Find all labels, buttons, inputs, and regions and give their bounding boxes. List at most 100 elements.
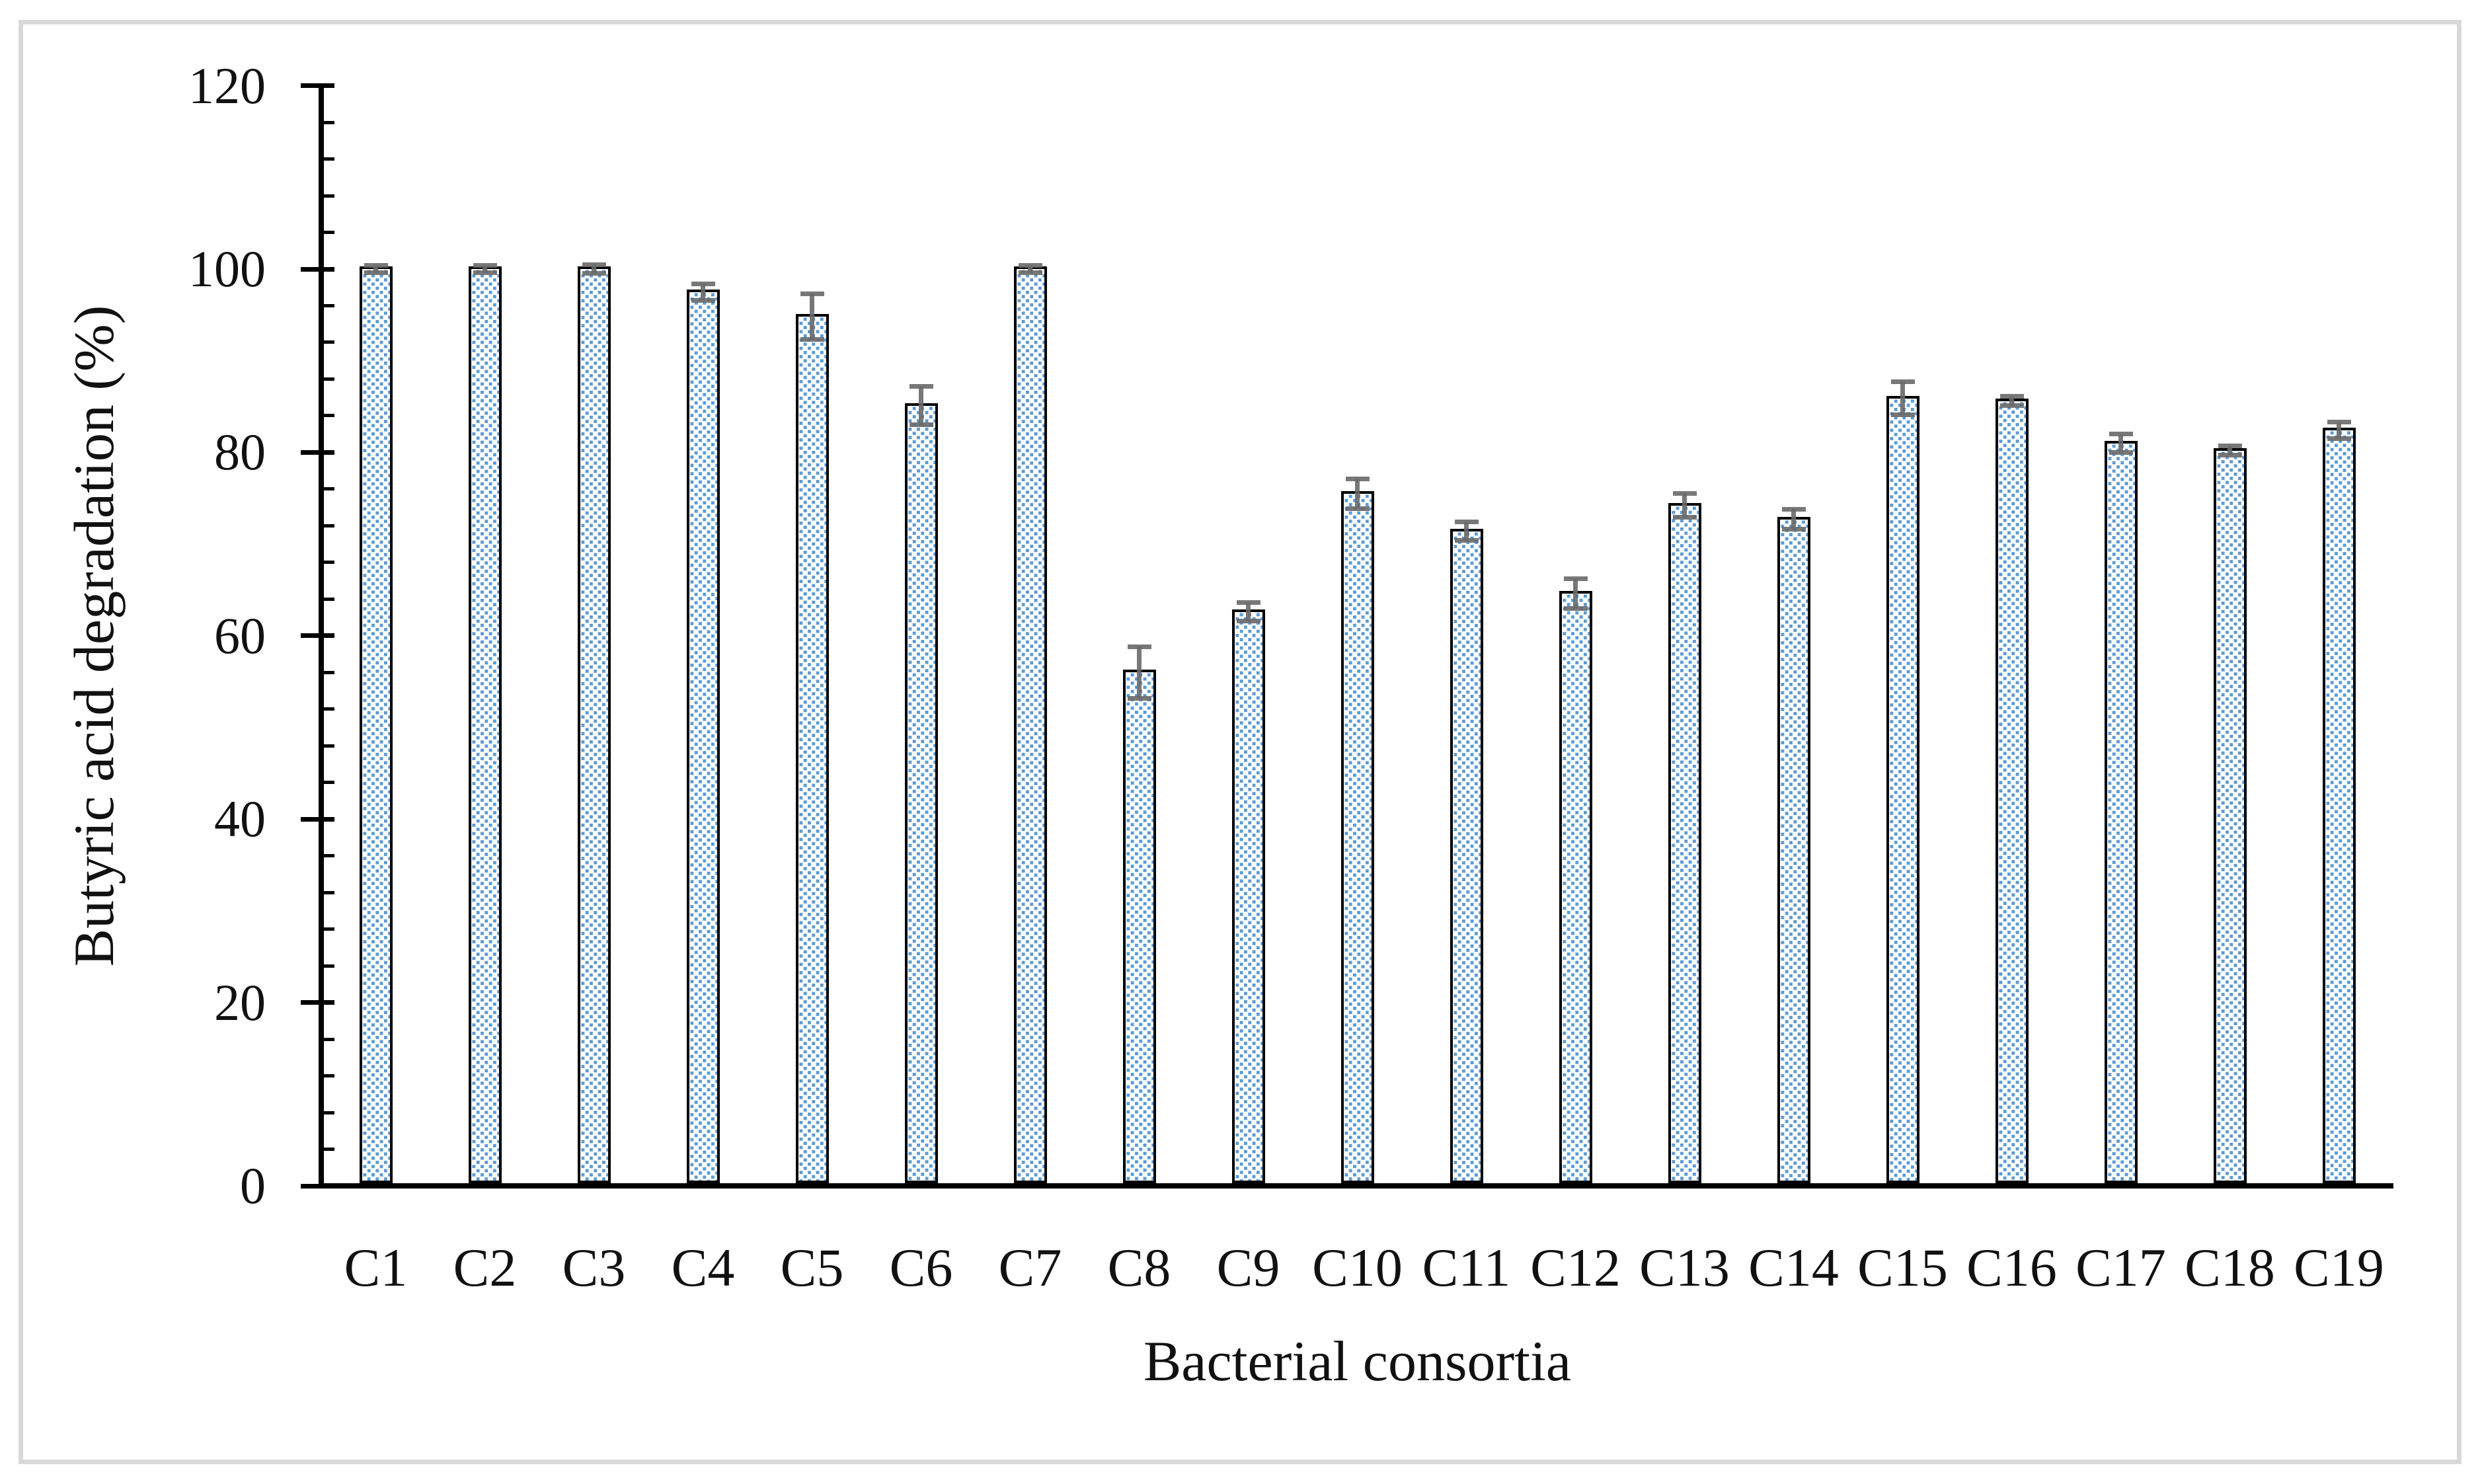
error-bar-cap-top-C18: [2218, 444, 2242, 449]
error-bar-cap-bottom-C12: [1563, 605, 1588, 611]
error-bar-line-C4: [701, 284, 705, 301]
error-bar-cap-top-C4: [691, 281, 715, 286]
error-bar-line-C16: [2009, 396, 2014, 406]
error-bar-cap-bottom-C1: [364, 270, 388, 276]
y-axis-title: Butyric acid degradation (%): [62, 305, 126, 967]
error-bar-cap-top-C6: [909, 384, 933, 389]
bar-C3: [577, 266, 611, 1183]
bar-C11: [1450, 528, 1483, 1183]
x-category-label-C6: C6: [889, 1237, 953, 1298]
x-category-label-C4: C4: [671, 1237, 735, 1298]
error-bar-line-C2: [483, 265, 487, 273]
error-bar-cap-bottom-C6: [909, 422, 933, 428]
bar-C17: [2104, 440, 2138, 1183]
bar-C14: [1777, 516, 1810, 1183]
bar-C15: [1886, 395, 1919, 1183]
bar-C16: [1995, 398, 2029, 1183]
x-category-label-C2: C2: [453, 1237, 517, 1298]
x-category-label-C12: C12: [1530, 1237, 1621, 1298]
y-minor-tick: [321, 781, 334, 785]
y-minor-tick: [321, 561, 334, 565]
error-bar-cap-bottom-C11: [1454, 538, 1479, 543]
error-bar-line-C15: [1900, 381, 1905, 415]
bar-C13: [1668, 502, 1701, 1183]
y-tick-label: 100: [188, 240, 266, 297]
y-minor-tick: [321, 670, 334, 674]
error-bar-line-C5: [810, 293, 814, 340]
x-axis-title: Bacterial consortia: [1143, 1329, 1572, 1393]
error-bar-cap-bottom-C19: [2327, 436, 2351, 442]
error-bar-line-C12: [1573, 578, 1578, 609]
x-category-label-C15: C15: [1857, 1237, 1948, 1298]
error-bar-cap-bottom-C18: [2218, 453, 2242, 458]
error-bar-cap-bottom-C8: [1127, 695, 1151, 701]
x-category-label-C3: C3: [562, 1237, 626, 1298]
error-bar-cap-bottom-C7: [1018, 270, 1042, 276]
error-bar-cap-top-C10: [1345, 477, 1370, 482]
x-category-label-C9: C9: [1216, 1237, 1280, 1298]
bar-C7: [1013, 266, 1047, 1183]
y-minor-tick: [321, 487, 334, 491]
error-bar-cap-top-C3: [582, 262, 606, 267]
x-category-label-C1: C1: [344, 1237, 408, 1298]
y-tick-label: 40: [214, 790, 266, 848]
y-minor-tick: [321, 744, 334, 748]
x-category-label-C16: C16: [1966, 1237, 2057, 1298]
error-bar-cap-top-C7: [1018, 262, 1042, 268]
figure-border: [19, 20, 2461, 1464]
y-minor-tick: [321, 707, 334, 711]
y-minor-tick: [321, 157, 334, 161]
error-bar-line-C11: [1464, 522, 1469, 541]
error-bar-line-C1: [373, 265, 378, 273]
error-bar-cap-bottom-C17: [2109, 449, 2133, 455]
bar-C1: [359, 266, 393, 1183]
y-tick-label: 0: [240, 1157, 266, 1214]
error-bar-line-C6: [919, 386, 923, 425]
y-tick-label: 120: [188, 56, 266, 114]
y-major-tick: [301, 266, 334, 272]
error-bar-cap-bottom-C14: [1781, 527, 1806, 532]
error-bar-cap-top-C19: [2327, 420, 2351, 425]
error-bar-cap-bottom-C10: [1345, 506, 1370, 511]
error-bar-cap-top-C14: [1781, 506, 1806, 512]
x-axis-line: [319, 1183, 2393, 1189]
error-bar-line-C8: [1137, 646, 1142, 699]
error-bar-cap-bottom-C2: [473, 270, 497, 276]
y-minor-tick: [321, 890, 334, 894]
error-bar-cap-bottom-C5: [800, 337, 824, 342]
y-minor-tick: [321, 524, 334, 527]
error-bar-cap-top-C5: [800, 291, 824, 296]
bar-C6: [904, 403, 938, 1183]
x-category-label-C14: C14: [1748, 1237, 1839, 1298]
error-bar-line-C18: [2228, 446, 2232, 455]
error-bar-line-C13: [1682, 493, 1687, 518]
x-category-label-C8: C8: [1107, 1237, 1171, 1298]
y-major-tick: [301, 449, 334, 455]
error-bar-cap-top-C1: [364, 262, 388, 268]
y-minor-tick: [321, 1111, 334, 1114]
y-major-tick: [301, 633, 334, 639]
x-category-label-C5: C5: [780, 1237, 844, 1298]
y-minor-tick: [321, 194, 334, 198]
y-minor-tick: [321, 1037, 334, 1041]
x-category-label-C13: C13: [1639, 1237, 1730, 1298]
y-minor-tick: [321, 231, 334, 235]
error-bar-cap-top-C13: [1672, 491, 1697, 496]
y-minor-tick: [321, 303, 334, 307]
error-bar-line-C17: [2118, 434, 2123, 453]
bar-C9: [1231, 609, 1265, 1183]
bar-C4: [686, 289, 720, 1183]
error-bar-cap-bottom-C15: [1890, 412, 1915, 418]
error-bar-cap-bottom-C13: [1672, 515, 1697, 520]
y-minor-tick: [321, 597, 334, 601]
y-minor-tick: [321, 964, 334, 968]
error-bar-line-C3: [592, 264, 596, 274]
error-bar-cap-bottom-C9: [1236, 619, 1260, 624]
bar-C12: [1559, 590, 1592, 1183]
x-category-label-C10: C10: [1312, 1237, 1403, 1298]
bar-C2: [468, 266, 502, 1183]
y-major-tick: [301, 816, 334, 822]
x-category-label-C19: C19: [2294, 1237, 2384, 1298]
bar-C18: [2213, 448, 2247, 1183]
